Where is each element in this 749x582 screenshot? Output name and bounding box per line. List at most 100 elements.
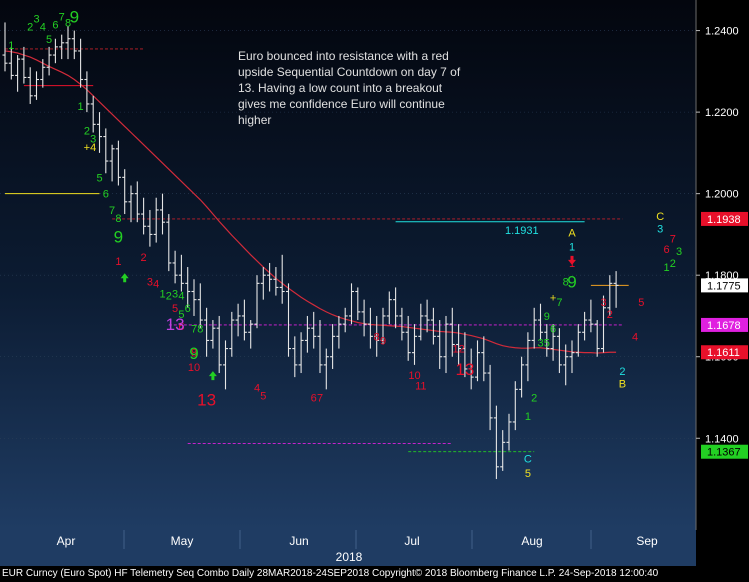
- ohlc-bar: [544, 324, 550, 357]
- ohlc-bar: [172, 250, 178, 284]
- sequential-count-label: 3: [33, 13, 39, 25]
- ohlc-bar: [97, 112, 102, 153]
- ohlc-bar: [613, 271, 619, 308]
- ohlc-bar: [197, 283, 203, 329]
- up-arrow-icon: [208, 371, 217, 381]
- sequential-count-label: 4: [254, 382, 260, 394]
- ohlc-bar: [550, 324, 556, 361]
- ohlc-bar: [147, 209, 153, 247]
- sequential-count-label: 1: [525, 411, 531, 423]
- ohlc-bar: [223, 340, 228, 390]
- moving-average-line: [4, 50, 617, 354]
- ohlc-bar: [374, 315, 380, 357]
- ohlc-bar: [311, 311, 317, 349]
- sequential-count-label: 3: [172, 289, 178, 301]
- ohlc-bar: [575, 324, 581, 357]
- ohlc-bar: [462, 332, 468, 378]
- ohlc-bar: [323, 348, 329, 390]
- ohlc-bar: [361, 299, 367, 337]
- ohlc-bar: [52, 38, 58, 64]
- ohlc-bar: [588, 299, 594, 333]
- ohlc-bar: [267, 262, 273, 292]
- x-tick-label: Jun: [289, 534, 308, 548]
- ohlc-bar: [185, 267, 191, 308]
- ohlc-bar: [260, 267, 266, 300]
- sequential-count-label: B: [619, 378, 626, 390]
- ohlc-bar: [525, 332, 531, 382]
- down-arrow-icon: [568, 255, 576, 265]
- sequential-count-label: 8: [374, 331, 380, 343]
- ohlc-bar: [512, 381, 518, 431]
- ohlc-bar: [412, 324, 417, 365]
- ohlc-bar: [405, 315, 411, 361]
- sequential-count-label: 13: [455, 360, 474, 379]
- sequential-count-label: 5: [544, 338, 550, 350]
- sequential-count-label: 13: [166, 315, 185, 334]
- y-tick-label: 1.2400: [705, 26, 739, 38]
- ohlc-bar: [582, 311, 588, 341]
- ohlc-bar: [487, 364, 493, 431]
- sequential-count-label: 6: [311, 393, 317, 405]
- sequential-count-label: 5: [46, 34, 52, 46]
- price-tag-label: 1.1775: [707, 280, 741, 292]
- ohlc-bar: [153, 197, 159, 243]
- price-tag-box: [701, 444, 748, 459]
- ohlc-bar: [109, 144, 115, 182]
- sequential-count-label: 5: [96, 172, 102, 184]
- ohlc-bar: [418, 303, 424, 341]
- sequential-count-label: A: [568, 227, 576, 239]
- sequential-count-label: 5: [525, 468, 531, 480]
- sequential-count-label: 2: [531, 393, 537, 405]
- price-bars: [2, 22, 619, 480]
- ohlc-bar: [254, 275, 260, 329]
- price-tag: 1.1367: [701, 444, 748, 459]
- ohlc-bar: [160, 193, 165, 235]
- sequential-count-label: C: [656, 211, 664, 223]
- ohlc-bar: [15, 55, 21, 92]
- sequential-count-label: 7: [317, 393, 323, 405]
- annotation-line: 13. Having a low count into a breakout: [238, 81, 443, 95]
- ohlc-bar: [27, 67, 33, 104]
- ohlc-bar: [330, 324, 336, 369]
- price-tag: 1.1775: [701, 278, 748, 293]
- ohlc-bar: [456, 324, 462, 365]
- price-tag-label: 1.1611: [707, 347, 740, 359]
- sequential-count-label: 4: [153, 278, 159, 290]
- price-tag-box: [701, 317, 748, 332]
- footer: EUR Curncy (Euro Spot) HF Telemetry Seq …: [0, 566, 749, 582]
- sequential-count-label: 8: [191, 348, 197, 360]
- year-label: 2018: [336, 550, 363, 564]
- ohlc-bar: [241, 299, 247, 341]
- sequential-count-label: 1: [78, 101, 84, 113]
- ohlc-bar: [191, 279, 197, 316]
- sequential-count-label: 2: [607, 309, 613, 321]
- gridlines: [0, 30, 696, 439]
- ohlc-bar: [46, 46, 52, 76]
- sequential-count-label: 9: [189, 344, 198, 363]
- ohlc-bar: [399, 307, 405, 341]
- ohlc-bar: [607, 275, 613, 316]
- ohlc-bar: [292, 336, 298, 378]
- ohlc-bar: [556, 328, 562, 374]
- ohlc-bar: [2, 22, 8, 72]
- sequential-count-label: 2: [27, 22, 33, 34]
- ohlc-bar: [531, 307, 537, 349]
- sequential-count-label: 4: [178, 291, 184, 303]
- sequential-count-label: 6: [185, 303, 191, 315]
- up-arrow-icon: [120, 273, 129, 283]
- sequential-count-label: 8: [115, 213, 121, 225]
- sequential-count-label: 4: [40, 22, 46, 34]
- sequential-count-label: 3: [676, 246, 682, 258]
- ohlc-bar: [210, 320, 216, 349]
- ohlc-bar: [430, 307, 436, 345]
- ohlc-bar: [84, 71, 90, 113]
- ohlc-bar: [449, 307, 455, 357]
- sequential-count-label: 6: [550, 323, 556, 335]
- sequential-count-label: 6: [103, 189, 109, 201]
- x-axis-ticks: Apr May Jun Jul Aug Sep: [57, 530, 658, 549]
- ohlc-bar: [481, 336, 487, 382]
- ohlc-bar: [115, 140, 121, 186]
- price-tag-label: 1.1367: [707, 447, 741, 459]
- sequential-count-label: C: [524, 454, 532, 466]
